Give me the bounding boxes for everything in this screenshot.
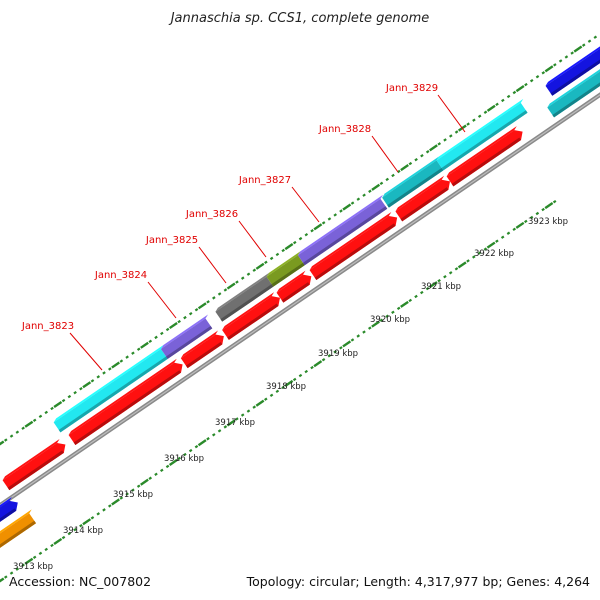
kbp-tick-label-3922: 3922 kbp [474, 249, 514, 259]
topology-summary: Topology: circular; Length: 4,317,977 bp… [246, 574, 590, 589]
kbp-tick-label-3913: 3913 kbp [13, 562, 53, 572]
cds-prev [2, 438, 66, 491]
cds-3825 [222, 292, 280, 340]
features-layer [0, 46, 600, 548]
gene-label-text: Jann_3827 [238, 175, 291, 186]
cds-3827 [309, 211, 398, 281]
gene-label-jann-3828: Jann_3828 [318, 124, 399, 173]
feature-next-teal [547, 69, 600, 118]
feature-jann-3825 [215, 272, 274, 322]
kbp-tick-label-3915: 3915 kbp [113, 490, 153, 500]
kbp-tick-label-3923: 3923 kbp [528, 217, 568, 227]
feature-jann-3826 [266, 251, 305, 287]
cds-3828 [395, 175, 450, 222]
kbp-tick-label-3916: 3916 kbp [164, 454, 204, 464]
tick-dots-layer [0, 35, 598, 583]
cds-3826 [276, 270, 312, 303]
gene-label-text: Jann_3829 [385, 83, 438, 94]
kbp-tick-label-3914: 3914 kbp [63, 526, 103, 536]
accession-text: Accession: NC_007802 [9, 574, 152, 589]
gene-label-jann-3827: Jann_3827 [238, 175, 320, 223]
gene-label-jann-3829: Jann_3829 [385, 83, 466, 133]
gene-label-text: Jann_3824 [94, 270, 147, 281]
kbp-tick-label-3921: 3921 kbp [421, 282, 461, 292]
cds-3824 [180, 330, 224, 369]
outer-tick-track [0, 35, 598, 446]
feature-jann-3827 [297, 194, 388, 266]
kbp-tick-label-3917: 3917 kbp [215, 418, 255, 428]
feature-prev-orange [0, 509, 37, 548]
backbone-layer [0, 92, 600, 508]
gene-label-text: Jann_3828 [318, 124, 371, 135]
feature-jann-3824 [160, 314, 213, 359]
kbp-tick-label-3918: 3918 kbp [266, 382, 306, 392]
gene-label-text: Jann_3823 [21, 321, 74, 332]
inner-tick-track [0, 199, 557, 583]
map-title: Jannaschia sp. CCS1, complete genome [170, 11, 430, 26]
kbp-tick-label-3920: 3920 kbp [370, 315, 410, 325]
gene-label-jann-3823: Jann_3823 [21, 321, 103, 371]
gene-label-jann-3824: Jann_3824 [94, 270, 177, 319]
cds-3829 [446, 126, 523, 187]
kbp-tick-label-3919: 3919 kbp [318, 349, 358, 359]
gene-label-jann-3826: Jann_3826 [185, 209, 267, 258]
gene-label-text: Jann_3826 [185, 209, 238, 220]
gene-label-text: Jann_3825 [145, 235, 198, 246]
feature-jann-3828 [382, 156, 444, 208]
labels-layer: Jann_3823 Jann_3824 Jann_3825 Jann_3826 Jann… [13, 83, 568, 572]
gene-label-jann-3825: Jann_3825 [145, 235, 227, 284]
feature-next-blue [545, 46, 600, 96]
feature-jann-3829 [436, 98, 528, 171]
feature-prev-blue [0, 496, 18, 522]
cds-3823 [68, 358, 183, 445]
genome-backbone [0, 92, 600, 508]
feature-jann-3823 [53, 345, 168, 433]
